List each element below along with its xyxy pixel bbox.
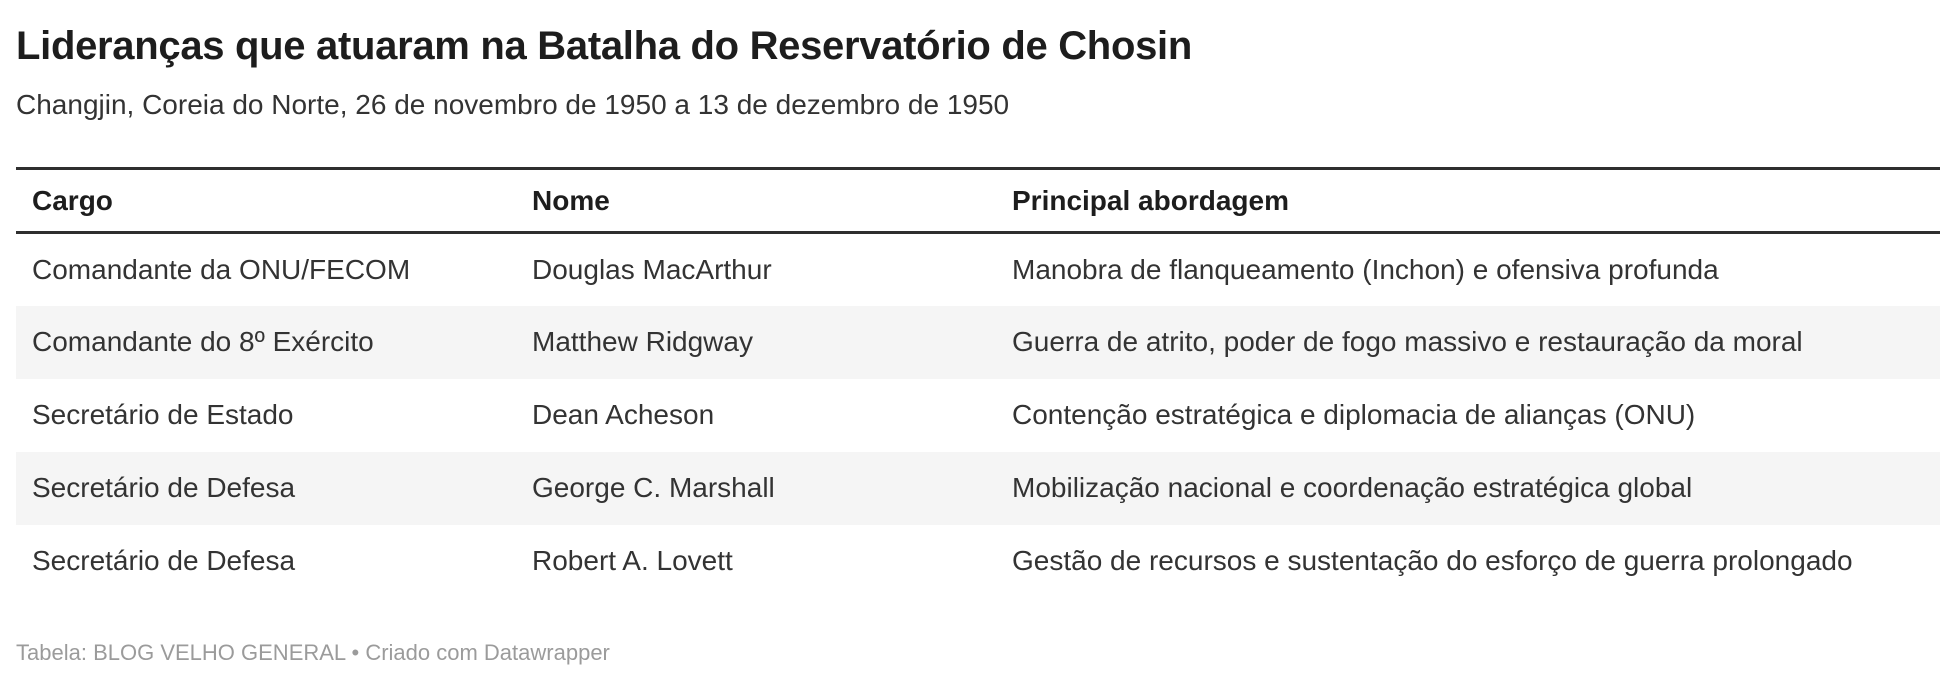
page-subtitle: Changjin, Coreia do Norte, 26 de novembr… [16,89,1010,120]
abordagem-cell: Mobilização nacional e coordenação estra… [1012,472,1693,503]
abordagem-cell: Contenção estratégica e diplomacia de al… [1012,399,1696,430]
column-header-cargo: Cargo [16,168,516,234]
cargo-cell: Secretário de Defesa [32,545,296,576]
abordagem-cell: Guerra de atrito, poder de fogo massivo … [1012,326,1803,357]
table-row: Secretário de Defesa George C. Marshall … [16,451,1940,525]
column-header-nome: Nome [516,168,996,234]
footer-credit-text: Criado com [365,639,478,665]
nome-cell: Dean Acheson [532,399,715,430]
page-title: Lideranças que atuaram na Batalha do Res… [16,24,1192,68]
footer-label: Tabela: [16,639,87,665]
nome-cell: Matthew Ridgway [532,326,753,357]
datawrapper-credit-link[interactable]: Datawrapper [483,639,610,665]
nome-cell: Robert A. Lovett [532,545,733,576]
bullet-separator: • [351,639,360,665]
nome-cell: Douglas MacArthur [532,253,772,285]
source-link[interactable]: BLOG VELHO GENERAL [93,639,346,665]
table-row: Secretário de Estado Dean Acheson Conten… [16,379,1940,452]
table-body: Comandante da ONU/FECOM Douglas MacArthu… [16,233,1940,598]
cargo-cell: Secretário de Estado [32,399,294,430]
attribution-footer: Tabela: BLOG VELHO GENERAL • Criado com … [16,640,1940,666]
column-header-abordagem: Principal abordagem [996,168,1940,234]
table-visualization: Lideranças que atuaram na Batalha do Res… [16,24,1940,666]
cargo-cell: Secretário de Defesa [32,472,296,503]
table-row: Comandante do 8º Exército Matthew Ridgwa… [16,305,1940,379]
table-row: Secretário de Defesa Robert A. Lovett Ge… [16,525,1940,598]
table-row: Comandante da ONU/FECOM Douglas MacArthu… [16,233,1940,306]
table-header: Cargo Nome Principal abordagem [16,168,1940,234]
data-table: Cargo Nome Principal abordagem Comandant… [16,167,1940,598]
abordagem-cell: Gestão de recursos e sustentação do esfo… [1012,545,1853,576]
nome-cell: George C. Marshall [532,472,775,503]
abordagem-cell: Manobra de flanqueamento (Inchon) e ofen… [1012,253,1719,285]
cargo-cell: Comandante do 8º Exército [32,326,374,357]
table-header-row: Cargo Nome Principal abordagem [16,168,1940,234]
cargo-cell: Comandante da ONU/FECOM [32,253,411,285]
